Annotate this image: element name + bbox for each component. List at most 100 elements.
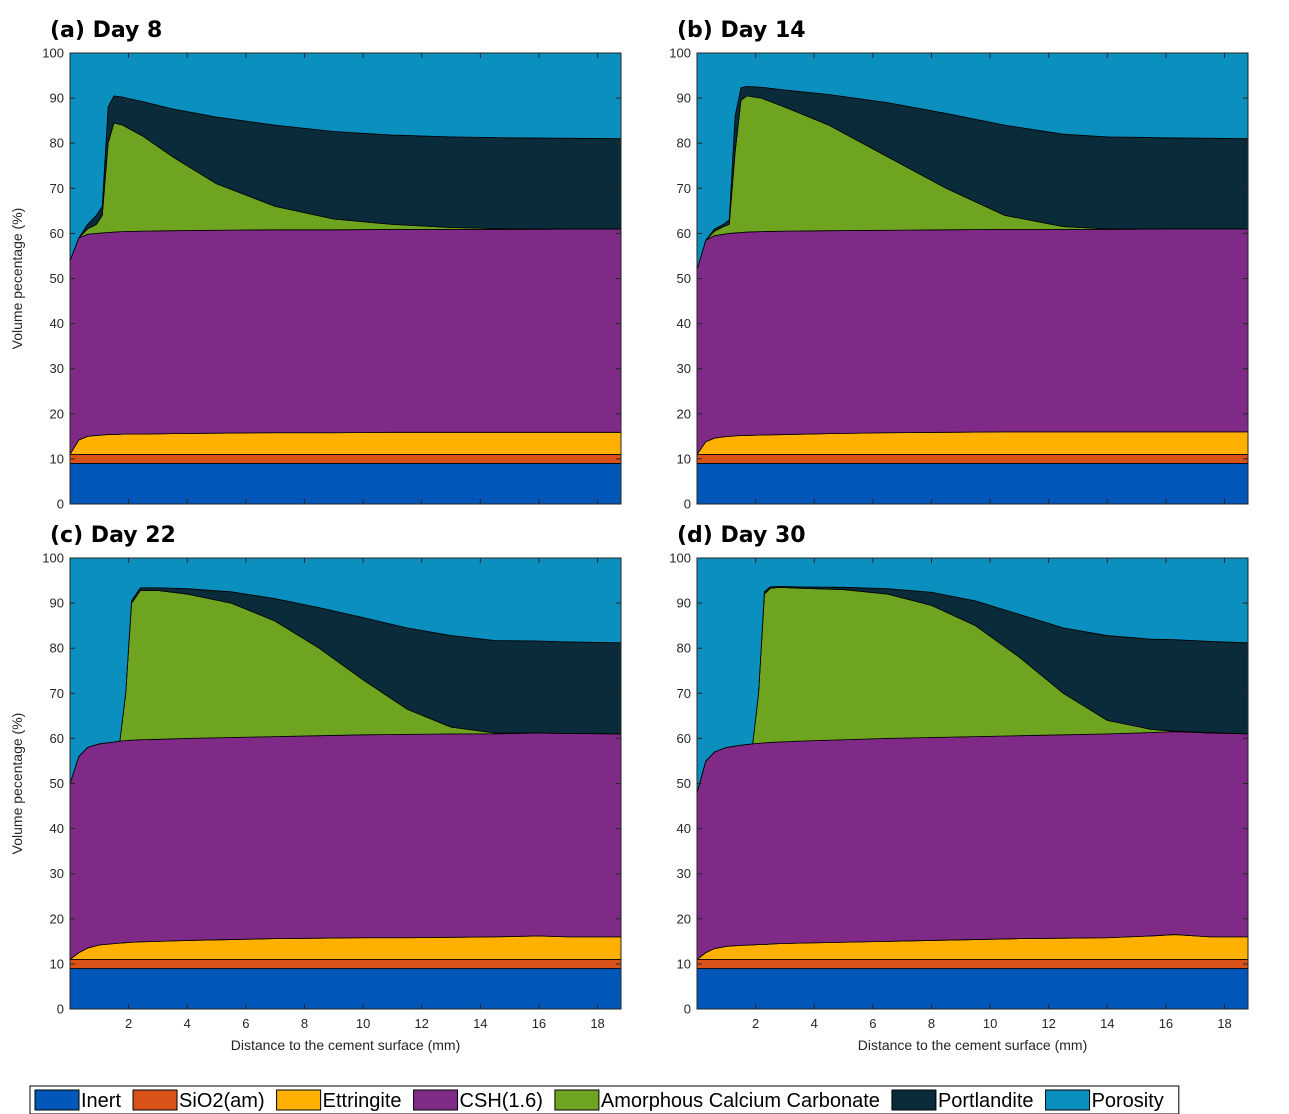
y-tick-label: 30 bbox=[677, 866, 691, 881]
legend-swatch bbox=[413, 1089, 459, 1111]
y-tick-label: 40 bbox=[50, 316, 64, 331]
legend-label: Portlandite bbox=[938, 1090, 1034, 1112]
area-sio2-am- bbox=[69, 453, 622, 464]
y-tick-label: 40 bbox=[677, 316, 691, 331]
legend-label: Amorphous Calcium Carbonate bbox=[601, 1090, 880, 1112]
y-tick-label: 70 bbox=[677, 686, 691, 701]
y-tick-label: 90 bbox=[50, 91, 64, 106]
area-inert bbox=[696, 463, 1249, 505]
y-tick-label: 70 bbox=[50, 686, 64, 701]
y-tick-label: 100 bbox=[669, 551, 691, 566]
x-tick-label: 4 bbox=[184, 1016, 191, 1031]
area-csh-1-6- bbox=[69, 228, 622, 455]
area-sio2-am- bbox=[69, 958, 622, 969]
x-tick-label: 2 bbox=[125, 1016, 132, 1031]
y-tick-label: 60 bbox=[677, 731, 691, 746]
x-tick-label: 16 bbox=[1159, 1016, 1173, 1031]
legend: Inert SiO2(am) Ettringite CSH(1.6) Amorphous… bbox=[29, 1085, 1180, 1114]
legend-label: Inert bbox=[81, 1090, 121, 1112]
y-tick-label: 100 bbox=[42, 46, 64, 61]
y-tick-label: 0 bbox=[684, 1002, 691, 1017]
y-tick-label: 80 bbox=[50, 641, 64, 656]
y-tick-label: 70 bbox=[50, 181, 64, 196]
x-tick-label: 12 bbox=[1041, 1016, 1055, 1031]
y-tick-label: 20 bbox=[677, 911, 691, 926]
y-tick-label: 60 bbox=[677, 226, 691, 241]
legend-item-porosity: Porosity bbox=[1045, 1089, 1164, 1112]
area-csh-1-6- bbox=[696, 228, 1249, 455]
y-tick-label: 60 bbox=[50, 226, 64, 241]
legend-item-amorphous-calcium-carbonate: Amorphous Calcium Carbonate bbox=[554, 1089, 880, 1112]
x-tick-label: 4 bbox=[811, 1016, 818, 1031]
legend-label: SiO2(am) bbox=[179, 1090, 265, 1112]
area-csh-1-6- bbox=[69, 732, 622, 960]
area-inert bbox=[69, 463, 622, 505]
legend-label: Ettringite bbox=[323, 1090, 402, 1112]
y-tick-label: 20 bbox=[50, 406, 64, 421]
y-tick-label: 70 bbox=[677, 181, 691, 196]
y-axis-label: Volume pecentage (%) bbox=[9, 208, 25, 350]
y-tick-label: 90 bbox=[677, 91, 691, 106]
legend-swatch bbox=[1045, 1089, 1091, 1111]
legend-swatch bbox=[34, 1089, 80, 1111]
y-tick-label: 30 bbox=[50, 866, 64, 881]
x-axis-label: Distance to the cement surface (mm) bbox=[858, 1037, 1088, 1053]
area-inert bbox=[696, 968, 1249, 1010]
panel-title: (a) Day 8 bbox=[50, 18, 162, 43]
x-tick-label: 6 bbox=[869, 1016, 876, 1031]
y-tick-label: 10 bbox=[50, 451, 64, 466]
x-tick-label: 18 bbox=[590, 1016, 604, 1031]
x-tick-label: 14 bbox=[1100, 1016, 1114, 1031]
y-tick-label: 30 bbox=[50, 361, 64, 376]
legend-item-sio2-am-: SiO2(am) bbox=[132, 1089, 265, 1112]
area-inert bbox=[69, 968, 622, 1010]
chart-panel-2: (b) Day 14 0 10 20 30 40 50 60 70 80 90 100 bbox=[669, 18, 1249, 512]
y-tick-label: 10 bbox=[677, 956, 691, 971]
x-tick-label: 10 bbox=[356, 1016, 370, 1031]
chart-panel-4: (d) Day 30 0 10 20 30 40 50 60 70 80 90 100 2 4 6 8 10 12… bbox=[669, 523, 1249, 1053]
y-tick-label: 10 bbox=[50, 956, 64, 971]
y-tick-label: 0 bbox=[684, 497, 691, 512]
x-tick-label: 10 bbox=[983, 1016, 997, 1031]
legend-item-inert: Inert bbox=[34, 1089, 121, 1112]
legend-label: CSH(1.6) bbox=[460, 1090, 543, 1112]
legend-label: Porosity bbox=[1092, 1090, 1164, 1112]
legend-swatch bbox=[891, 1089, 937, 1111]
area-ettringite bbox=[69, 431, 622, 455]
y-tick-label: 100 bbox=[42, 551, 64, 566]
y-tick-label: 50 bbox=[50, 271, 64, 286]
y-tick-label: 10 bbox=[677, 451, 691, 466]
y-tick-label: 50 bbox=[677, 271, 691, 286]
area-sio2-am- bbox=[696, 453, 1249, 464]
y-tick-label: 50 bbox=[677, 776, 691, 791]
x-tick-label: 6 bbox=[242, 1016, 249, 1031]
y-axis-label: Volume pecentage (%) bbox=[9, 713, 25, 855]
y-tick-label: 80 bbox=[677, 641, 691, 656]
x-tick-label: 18 bbox=[1217, 1016, 1231, 1031]
legend-swatch bbox=[132, 1089, 178, 1111]
panel-title: (d) Day 30 bbox=[677, 523, 806, 548]
legend-frame bbox=[29, 1085, 1180, 1114]
y-tick-label: 50 bbox=[50, 776, 64, 791]
chart-panel-3: (c) Day 22 0 10 20 30 40 50 60 70 80 90 100 2 4 6 8 10 12… bbox=[9, 523, 622, 1053]
y-tick-label: 90 bbox=[50, 596, 64, 611]
y-tick-label: 0 bbox=[57, 497, 64, 512]
legend-swatch bbox=[554, 1089, 600, 1111]
y-tick-label: 40 bbox=[50, 821, 64, 836]
y-tick-label: 80 bbox=[50, 136, 64, 151]
y-tick-label: 20 bbox=[677, 406, 691, 421]
y-tick-label: 30 bbox=[677, 361, 691, 376]
panel-title: (c) Day 22 bbox=[50, 523, 176, 548]
y-tick-label: 40 bbox=[677, 821, 691, 836]
area-csh-1-6- bbox=[696, 731, 1249, 960]
legend-item-ettringite: Ettringite bbox=[276, 1089, 402, 1112]
x-tick-label: 12 bbox=[414, 1016, 428, 1031]
area-ettringite bbox=[696, 431, 1249, 455]
x-tick-label: 8 bbox=[301, 1016, 308, 1031]
x-tick-label: 16 bbox=[532, 1016, 546, 1031]
y-tick-label: 20 bbox=[50, 911, 64, 926]
legend-item-portlandite: Portlandite bbox=[891, 1089, 1034, 1112]
panel-title: (b) Day 14 bbox=[677, 18, 806, 43]
